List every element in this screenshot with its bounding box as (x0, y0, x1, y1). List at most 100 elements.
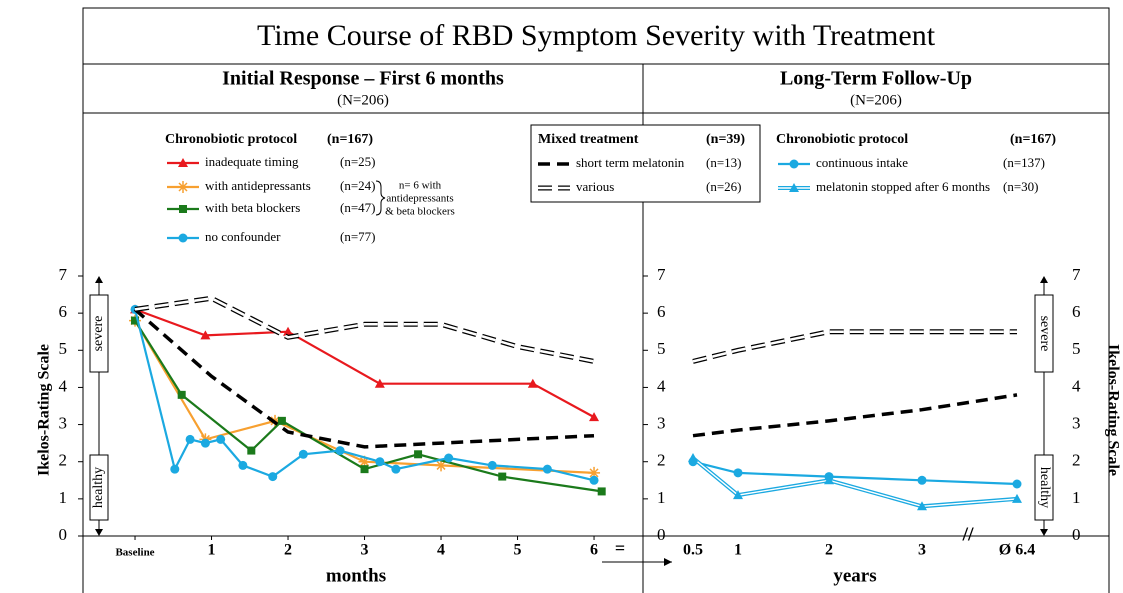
panel-subtitle: (N=206) (850, 92, 902, 108)
legend-marker (178, 233, 188, 243)
legend-label: with beta blockers (205, 200, 300, 215)
series-line (692, 393, 1018, 438)
marker (283, 326, 294, 336)
legend-count: (n=47) (340, 200, 376, 215)
arrow-head (664, 558, 672, 566)
panel-subtitle: (N=206) (337, 92, 389, 108)
legend-label: no confounder (205, 229, 281, 244)
legend-marker (177, 181, 189, 193)
x-tick-label: 2 (284, 542, 292, 559)
annotation: & beta blockers (385, 206, 455, 218)
series-line (134, 320, 602, 493)
marker (588, 466, 601, 479)
y-axis-title: Ikelos-Rating Scale (1104, 344, 1121, 476)
series-line (134, 295, 595, 364)
legend-header-count: (n=39) (706, 132, 745, 147)
marker (688, 453, 698, 462)
legend-count: (n=26) (706, 179, 742, 194)
marker (917, 501, 927, 511)
annotation: antidepressants (386, 193, 453, 205)
marker (542, 464, 552, 474)
series-line (133, 308, 595, 449)
x-tick-label: 3 (361, 542, 369, 559)
y-tick-label: 2 (1072, 451, 1081, 470)
legend-label: inadequate timing (205, 154, 299, 169)
y-tick-label: 7 (59, 265, 68, 284)
axis-break: // (961, 524, 974, 546)
x-tick-label: 0.5 (683, 542, 703, 559)
y-tick-label: 2 (657, 451, 666, 470)
y-tick-label: 7 (1072, 265, 1081, 284)
marker (917, 475, 927, 485)
marker (268, 472, 278, 482)
marker (414, 450, 423, 459)
y-tick-label: 6 (59, 302, 68, 321)
y-tick-label: 5 (59, 339, 68, 358)
x-tick-label: Ø 6.4 (999, 542, 1035, 559)
marker (597, 487, 606, 496)
marker (1012, 493, 1022, 503)
panel-frame (82, 63, 1110, 593)
marker (435, 459, 448, 472)
annotation: n= 6 with (399, 180, 442, 192)
severity-label: healthy (1037, 467, 1052, 508)
panel-title: Initial Response – First 6 months (222, 68, 504, 90)
equals-sign: = (615, 538, 625, 558)
marker (589, 475, 599, 485)
y-tick-label: 7 (657, 265, 666, 284)
x-tick-label: 1 (734, 542, 742, 559)
legend-label: with antidepressants (205, 178, 311, 193)
marker (185, 434, 195, 444)
marker (360, 465, 369, 474)
legend-marker (178, 158, 188, 167)
y-tick-label: 6 (1072, 302, 1081, 321)
series-line (134, 320, 595, 474)
marker (374, 378, 385, 388)
legend-label: melatonin stopped after 6 months (816, 179, 990, 194)
panel-title: Long-Term Follow-Up (780, 68, 972, 90)
severity-box (1034, 294, 1054, 373)
legend-label: various (576, 179, 614, 194)
x-tick-label: 4 (437, 542, 445, 559)
marker (247, 446, 256, 455)
marker (589, 412, 600, 422)
series-line (692, 329, 1017, 364)
y-tick-label: 2 (59, 451, 68, 470)
x-tick-label: 3 (918, 542, 926, 559)
legend-marker (789, 159, 799, 169)
y-tick-label: 1 (59, 488, 68, 507)
marker (238, 460, 248, 470)
y-tick-label: 4 (59, 376, 68, 395)
severity-label: severe (1037, 316, 1052, 352)
legend-header: Chronobiotic protocol (165, 132, 297, 147)
x-tick-label: Baseline (115, 547, 154, 559)
annotation-brace (375, 180, 386, 216)
marker (335, 446, 345, 456)
legend-count: (n=25) (340, 154, 376, 169)
marker (170, 464, 180, 474)
legend-count: (n=13) (706, 155, 742, 170)
series-line-inner (692, 330, 1017, 363)
marker (358, 455, 371, 468)
marker (277, 416, 286, 425)
y-tick-label: 0 (59, 525, 68, 544)
marker (298, 449, 308, 459)
y-tick-label: 3 (1072, 413, 1081, 432)
severity-label: healthy (91, 467, 106, 508)
y-tick-label: 1 (1072, 488, 1081, 507)
y-tick-label: 5 (1072, 339, 1081, 358)
marker (733, 468, 743, 478)
legend-marker (789, 183, 799, 192)
marker (733, 490, 743, 500)
y-tick-label: 3 (59, 413, 68, 432)
marker (1012, 479, 1022, 489)
y-tick-label: 4 (657, 376, 666, 395)
marker (527, 378, 538, 388)
y-axis-title: Ikelos-Rating Scale (36, 344, 53, 476)
severity-label: severe (91, 316, 106, 352)
marker (216, 434, 226, 444)
legend-marker (179, 205, 187, 213)
y-tick-label: 4 (1072, 376, 1081, 395)
legend-count: (n=137) (1003, 155, 1045, 170)
severity-box (89, 294, 109, 373)
